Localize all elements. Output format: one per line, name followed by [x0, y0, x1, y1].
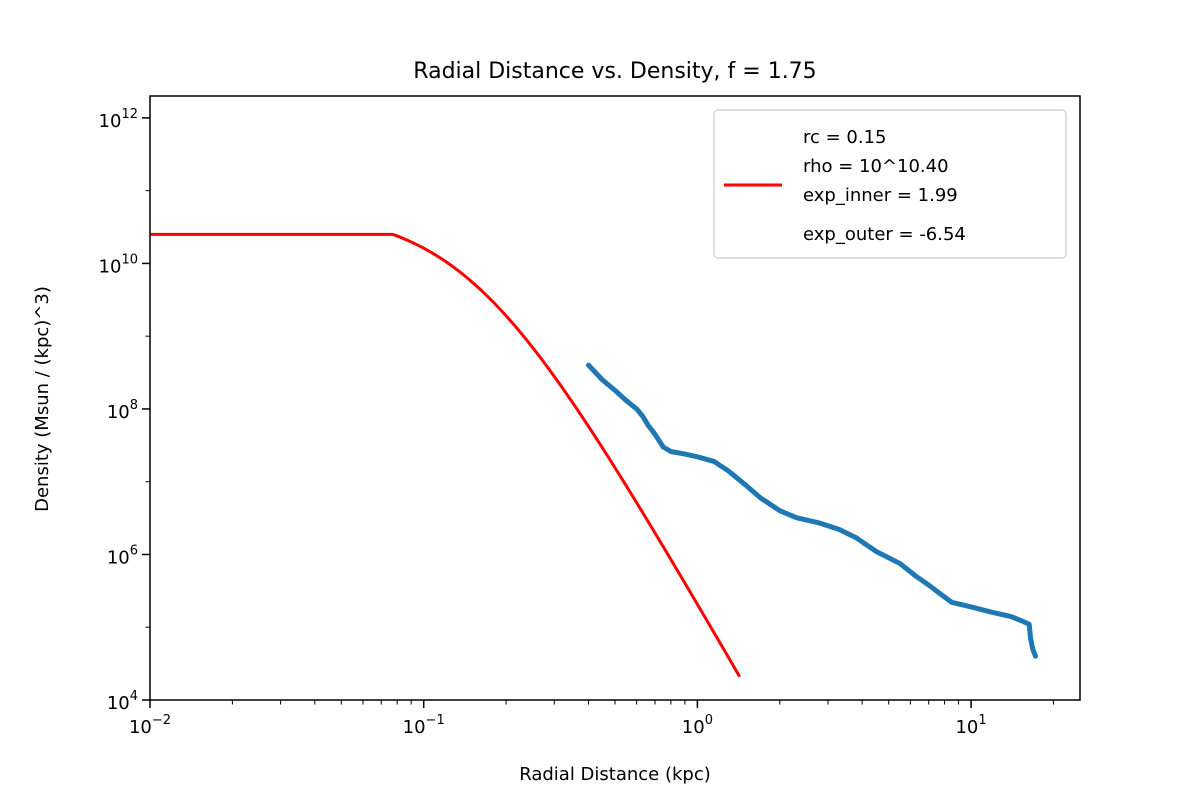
y-tick-label: 1012 [99, 107, 138, 132]
y-tick-label: 104 [107, 689, 138, 714]
x-tick-label: 10−1 [403, 713, 445, 738]
y-axis-label: Density (Msun / (kpc)^3) [32, 286, 53, 512]
y-tick-label: 108 [107, 398, 138, 423]
chart-title: Radial Distance vs. Density, f = 1.75 [413, 59, 816, 84]
y-tick-label: 1010 [99, 252, 138, 277]
x-tick-label: 10−2 [129, 713, 171, 738]
plot-frame [149, 95, 1081, 701]
data-series-line [585, 362, 1039, 659]
x-tick-label: 100 [682, 713, 713, 738]
legend: rc = 0.15 rho = 10^10.40 exp_inner = 1.9… [713, 109, 1067, 259]
x-axis-label: Radial Distance (kpc) [519, 764, 711, 785]
legend-line-rho: rho = 10^10.40 [803, 156, 949, 177]
legend-box [713, 109, 1067, 259]
fit-series-line [150, 232, 741, 678]
axis-ticks: 10−2 10−1 100 101 104 106 108 1010 1012 [99, 107, 1054, 738]
y-tick-label: 106 [107, 543, 138, 568]
plot-area [150, 232, 1039, 678]
legend-line-rc: rc = 0.15 [803, 127, 887, 148]
legend-line-exp-inner: exp_inner = 1.99 [803, 185, 958, 206]
legend-line-exp-outer: exp_outer = -6.54 [803, 224, 966, 245]
x-tick-label: 101 [955, 713, 986, 738]
